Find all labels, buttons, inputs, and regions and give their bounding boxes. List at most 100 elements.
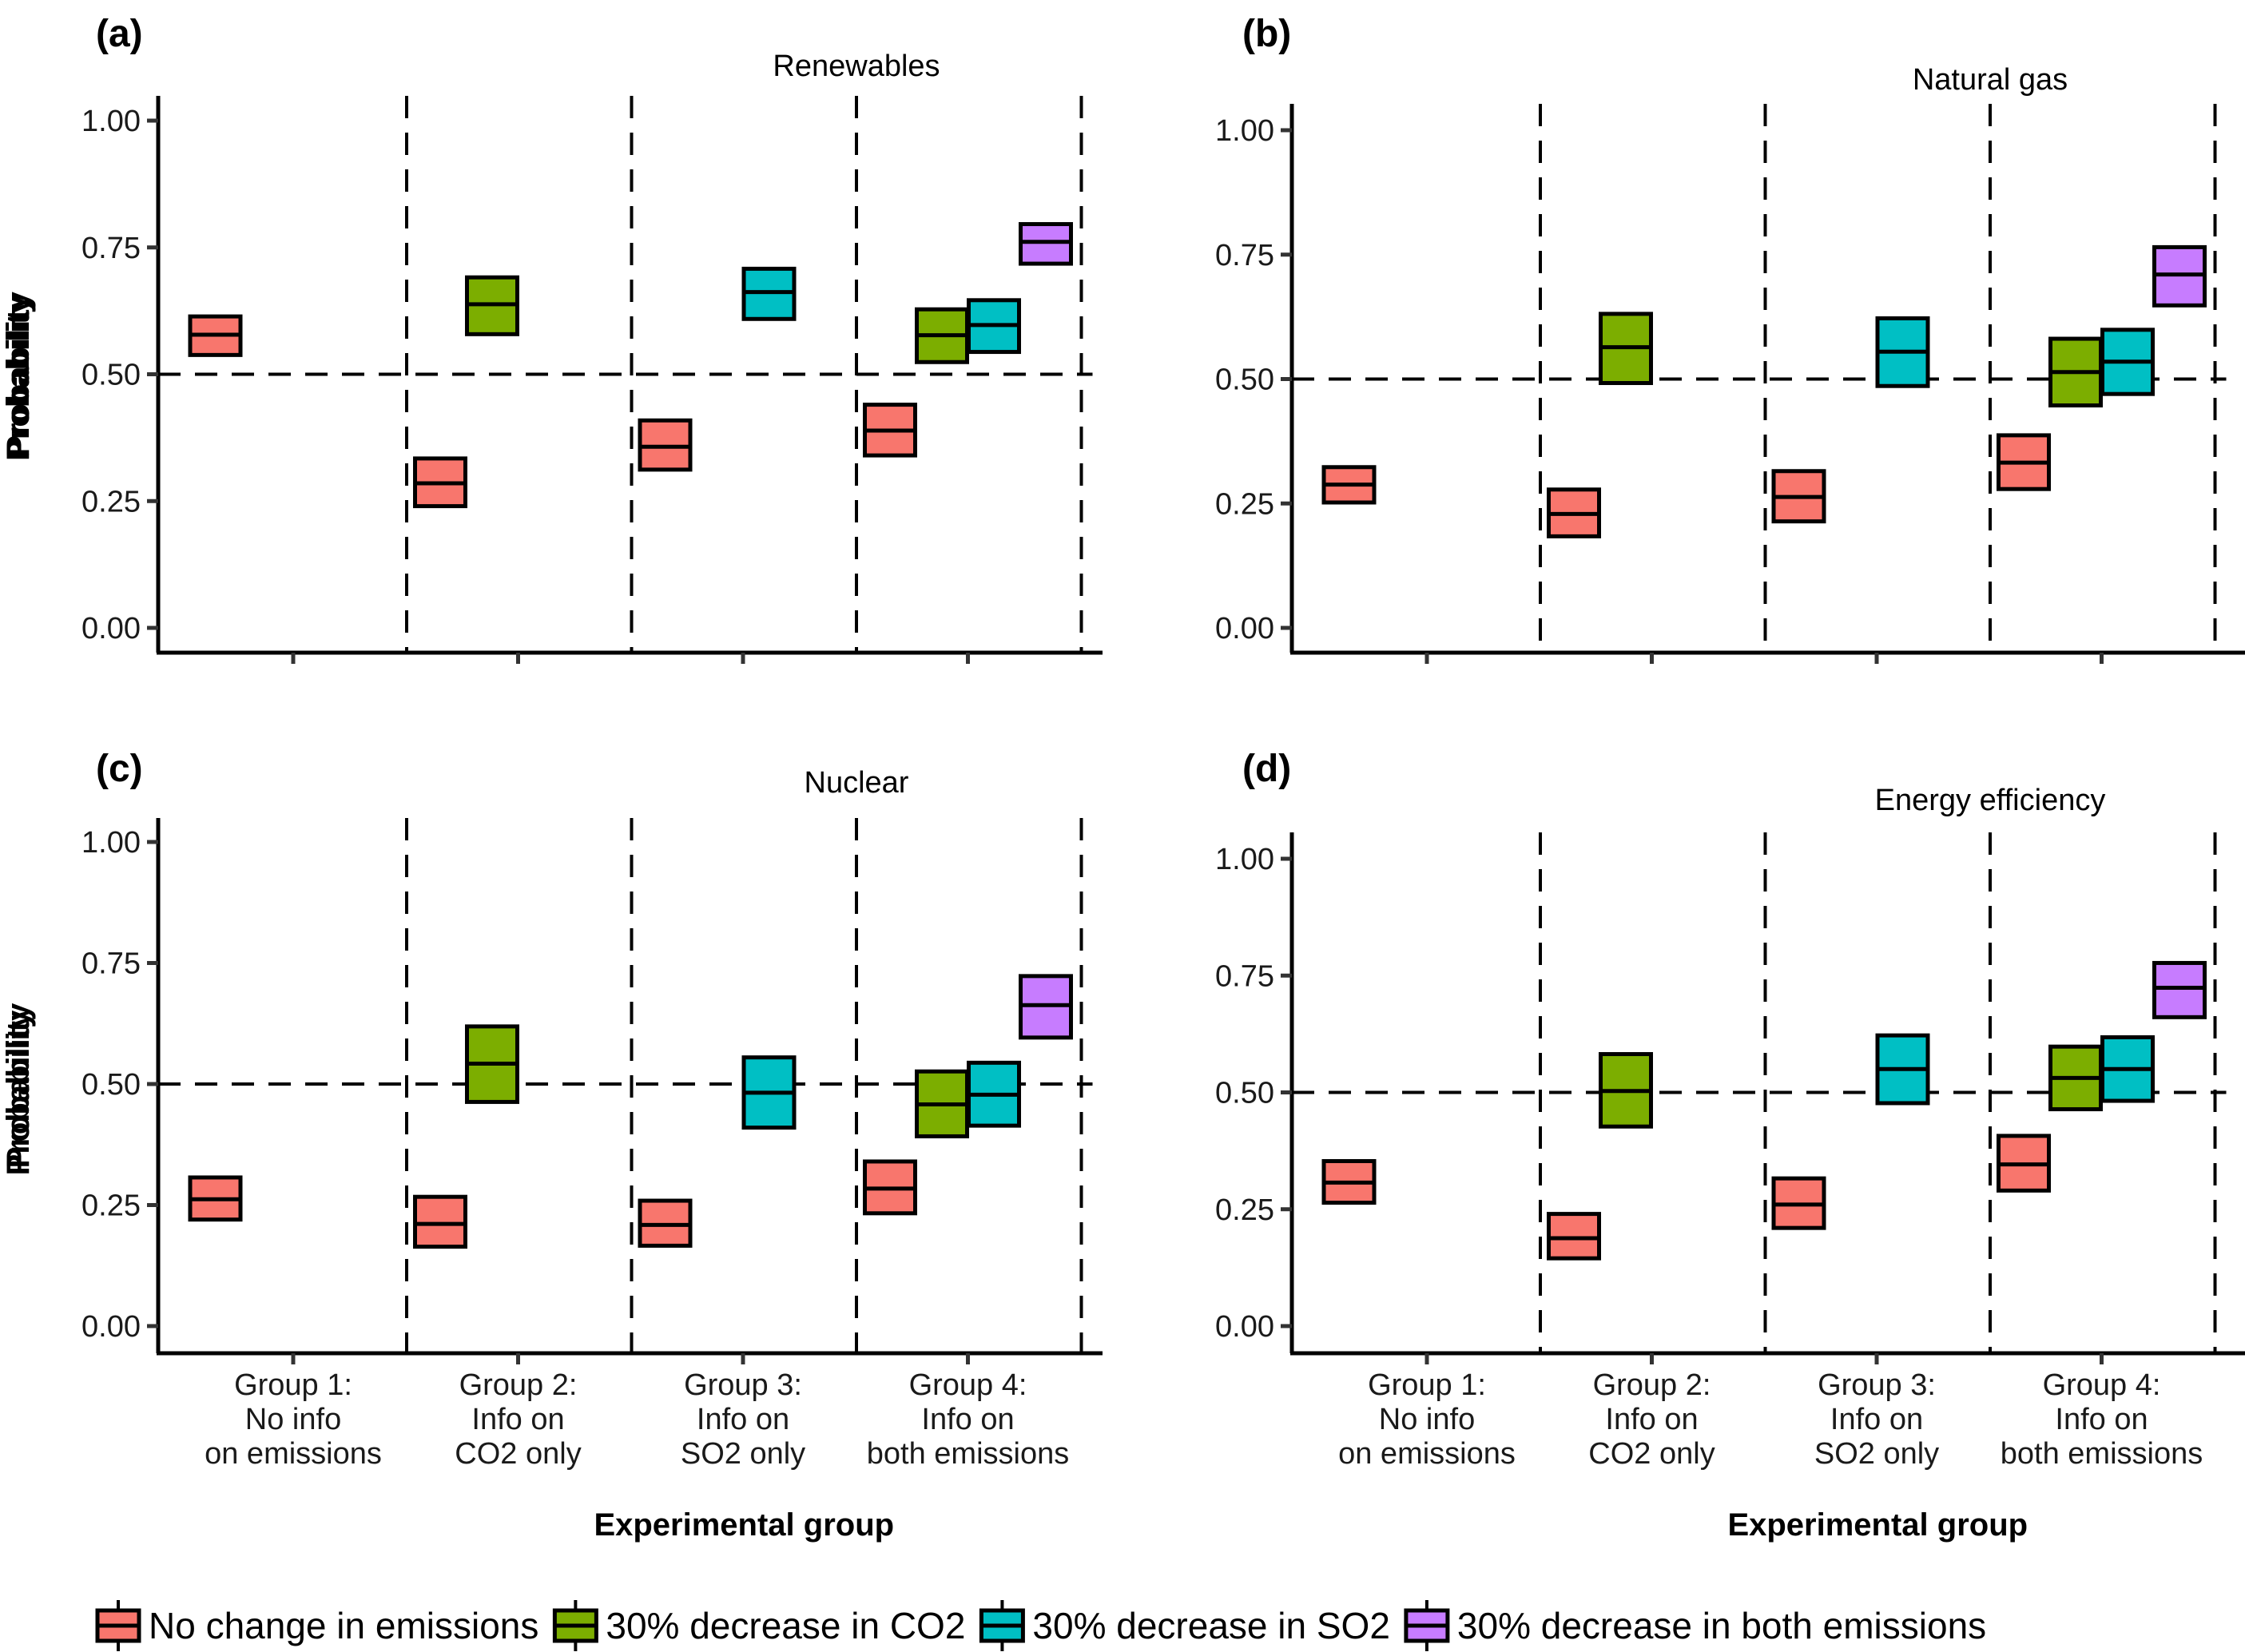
x-tick-label: Group 2:	[1593, 1368, 1711, 1402]
crossbar	[915, 307, 969, 364]
x-tick-label: Group 3:	[684, 1368, 802, 1402]
legend-label: 30% decrease in both emissions	[1457, 1605, 1986, 1646]
x-axis-title: Experimental group	[594, 1507, 894, 1543]
panel-letter: (a)	[96, 13, 143, 55]
x-tick-label: Group 3:	[1818, 1368, 1936, 1402]
panel-natural-gas: (b) Natural gas 0.00 0.25 0.50 0.75 1.00 Probab…	[1, 13, 2245, 664]
crossbar	[1019, 222, 1073, 266]
crossbar	[1997, 1134, 2051, 1193]
legend-item: 30% decrease in SO2	[979, 1600, 1390, 1651]
x-tick-label: No info	[1379, 1403, 1475, 1436]
panel-letter: (c)	[96, 748, 143, 790]
panel-letter: (d)	[1242, 748, 1291, 790]
crossbar	[967, 1060, 1021, 1128]
y-tick-label: 0.50	[1215, 363, 1274, 397]
panels: (a) Renewables 0.00 0.25 0.50 0.75 1.00 Probabi…	[1, 13, 2245, 1543]
y-tick-label: 0.75	[81, 947, 141, 981]
y-tick-label: 0.50	[81, 359, 141, 392]
crossbar	[1771, 469, 1826, 524]
crossbar	[2048, 336, 2103, 408]
y-tick-label: 0.25	[81, 1189, 141, 1223]
crossbar	[1997, 433, 2051, 491]
crossbar	[915, 1069, 969, 1138]
x-tick-label: Info on	[2055, 1403, 2148, 1436]
legend-label: No change in emissions	[149, 1605, 538, 1646]
legend: No change in emissions 30% decrease in CO…	[95, 1600, 1986, 1651]
crossbar	[1547, 487, 1601, 538]
y-axis-title: Probability	[1, 295, 36, 460]
legend-item: 30% decrease in both emissions	[1404, 1600, 1986, 1651]
crossbar	[863, 1159, 917, 1216]
x-tick-label: Info on	[697, 1403, 789, 1436]
y-tick-label: 1.00	[1215, 114, 1274, 148]
y-axis-title: Probability	[1, 1010, 36, 1175]
y-tick-label: 0.75	[1215, 239, 1274, 272]
panel-renewables: (a) Renewables 0.00 0.25 0.50 0.75 1.00 Probabi…	[1, 13, 1103, 664]
crossbar	[2152, 244, 2207, 308]
y-tick-label: 0.00	[1215, 1310, 1274, 1344]
crossbar	[2100, 328, 2155, 396]
crossbar-box	[413, 1194, 467, 1249]
y-tick-label: 0.00	[81, 1310, 141, 1344]
x-tick-label: Info on	[471, 1403, 564, 1436]
y-tick-label: 0.00	[81, 612, 141, 645]
y-axis-title: Probability	[1, 1003, 36, 1168]
crossbar-box	[2152, 960, 2207, 1019]
x-tick-label: Info on	[921, 1403, 1014, 1436]
x-tick-label: both emissions	[867, 1437, 1069, 1471]
crossbar	[1599, 312, 1653, 385]
crossbar	[188, 314, 243, 357]
crossbar	[741, 266, 797, 321]
x-tick-label: Group 1:	[234, 1368, 352, 1402]
crossbar	[1321, 1158, 1377, 1205]
x-tick-label: on emissions	[205, 1437, 382, 1471]
crossbar	[1771, 1176, 1826, 1230]
y-axis-title: Probability	[1, 291, 36, 456]
legend-item: 30% decrease in CO2	[552, 1600, 965, 1651]
y-tick-label: 0.75	[81, 232, 141, 265]
x-tick-label: Group 2:	[459, 1368, 578, 1402]
crossbar	[1875, 1033, 1930, 1106]
y-tick-label: 0.25	[81, 485, 141, 518]
crossbar	[2048, 1044, 2103, 1112]
crossbar	[465, 1024, 519, 1104]
y-tick-label: 1.00	[1215, 843, 1274, 876]
panel-nuclear: (c) Nuclear 0.00 0.25 0.50 0.75 1.00 Probabilit…	[1, 748, 1103, 1543]
x-tick-label: SO2 only	[1814, 1437, 1939, 1471]
legend-label: 30% decrease in SO2	[1032, 1605, 1390, 1646]
y-tick-label: 0.50	[1215, 1077, 1274, 1110]
panel-title: Energy efficiency	[1875, 784, 2106, 817]
x-tick-label: Info on	[1830, 1403, 1923, 1436]
crossbar	[1599, 1052, 1653, 1129]
crossbar	[465, 275, 519, 336]
y-tick-label: 1.00	[81, 105, 141, 138]
panel-title: Renewables	[773, 50, 940, 83]
crossbar	[1321, 465, 1377, 505]
crossbar-box	[1547, 1212, 1601, 1261]
crossbar	[2152, 960, 2207, 1019]
panel-letter: (b)	[1242, 13, 1291, 55]
crossbar	[741, 1055, 797, 1130]
y-tick-label: 0.75	[1215, 959, 1274, 993]
panel-title: Natural gas	[1913, 63, 2068, 97]
crossbar	[413, 456, 467, 509]
x-axis-title: Experimental group	[1727, 1507, 2028, 1543]
y-tick-label: 0.25	[1215, 487, 1274, 521]
crossbar	[2100, 1034, 2155, 1103]
y-tick-label: 0.25	[1215, 1193, 1274, 1227]
crossbar	[1875, 316, 1930, 388]
x-tick-label: both emissions	[2001, 1437, 2203, 1471]
x-tick-label: No info	[245, 1403, 341, 1436]
x-tick-label: Group 4:	[2043, 1368, 2161, 1402]
x-tick-label: Info on	[1605, 1403, 1698, 1436]
panel-energy-efficiency: (d) Energy efficiency 0.00 0.25 0.50 0.75 1.00…	[1, 748, 2245, 1543]
crossbar	[188, 1175, 243, 1222]
crossbar	[638, 1198, 693, 1248]
y-tick-label: 1.00	[81, 826, 141, 860]
panel-title: Nuclear	[805, 766, 909, 800]
crossbar	[638, 418, 693, 472]
crossbar	[413, 1194, 467, 1249]
crossbar	[1547, 1212, 1601, 1261]
x-tick-label: on emissions	[1338, 1437, 1516, 1471]
